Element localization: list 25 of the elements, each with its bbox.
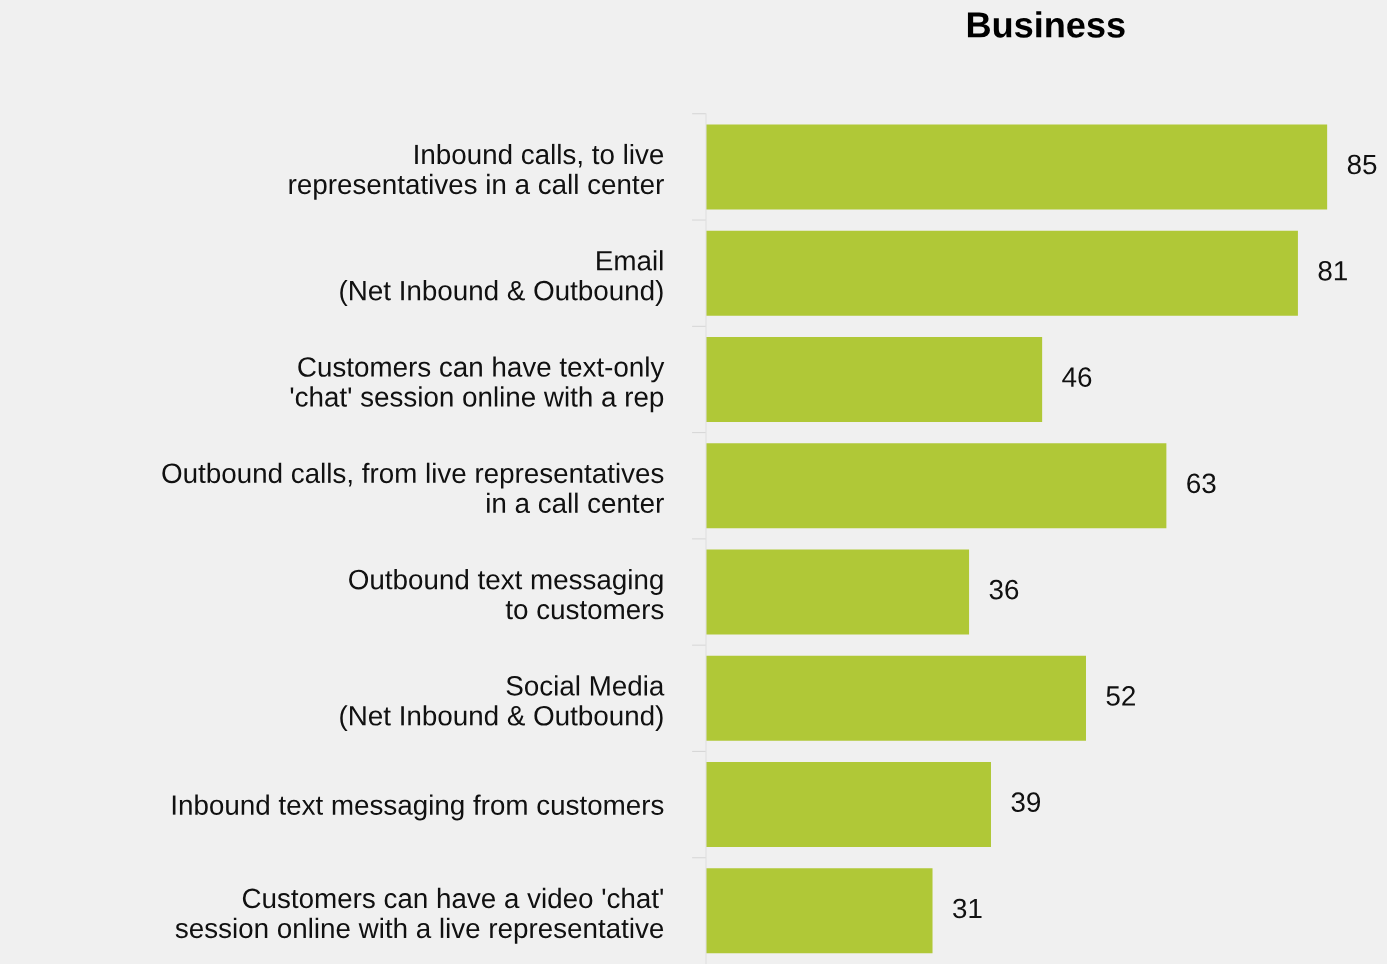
y-tick-label: Inbound text messaging from customers (172, 794, 664, 821)
data-label: 39 (1011, 792, 1041, 813)
bar (705, 762, 991, 848)
y-tick-label: Email (Net Inbound & Outbound) (340, 250, 663, 306)
y-tick-label: Outbound text messaging to customers (349, 569, 664, 620)
y-tick-label: Customers can have text-only 'chat' session online with a rep (290, 356, 665, 413)
data-label: 31 (953, 898, 982, 919)
y-tick-label: Customers can have a video 'chat' session online with a live representative (175, 887, 664, 944)
bar (705, 230, 1298, 316)
bar (705, 443, 1167, 529)
bar (705, 124, 1328, 210)
chart-title: Business (967, 11, 1125, 38)
data-label: 46 (1062, 367, 1092, 387)
data-label: 81 (1318, 260, 1347, 281)
bar (705, 868, 933, 954)
y-tick-label: Social Media (Net Inbound & Outbound) (340, 675, 665, 732)
y-tick-label: Outbound calls, from live representatives in a call center (162, 462, 664, 514)
data-label: 85 (1347, 154, 1377, 175)
y-tick-label: Inbound calls, to live representatives in a call center (289, 143, 664, 200)
data-label: 63 (1187, 473, 1216, 494)
bar (705, 336, 1043, 422)
data-label: 36 (989, 579, 1019, 600)
data-label: 52 (1106, 686, 1135, 706)
bar (705, 549, 970, 635)
bar (705, 655, 1086, 741)
